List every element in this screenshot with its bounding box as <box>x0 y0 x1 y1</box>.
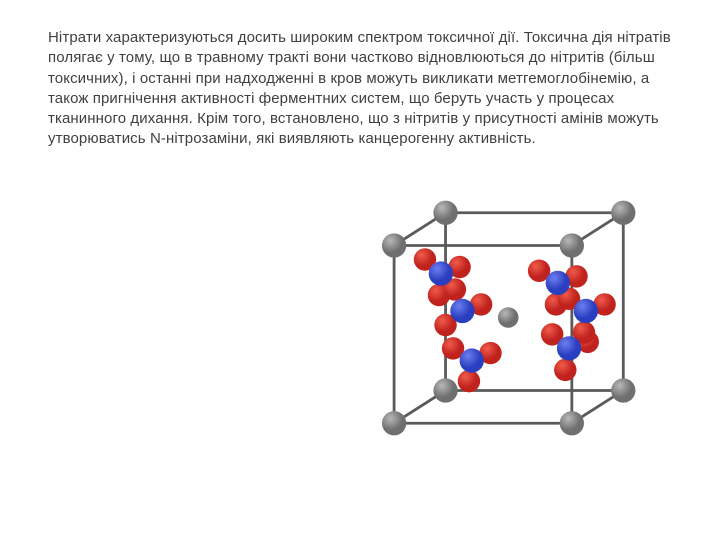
diagram-container <box>48 180 672 470</box>
body-text: Нітрати характеризуються досить широким … <box>48 28 672 150</box>
crystal-structure-diagram <box>352 180 642 470</box>
